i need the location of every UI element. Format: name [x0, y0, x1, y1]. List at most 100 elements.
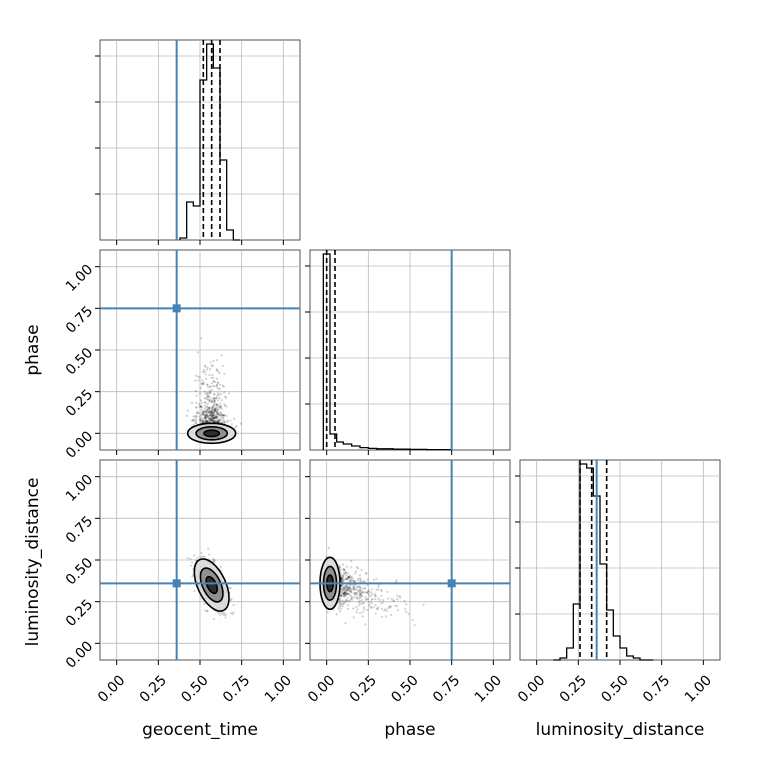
scatter-point — [359, 580, 362, 583]
scatter-point — [212, 411, 216, 414]
scatter-point — [215, 417, 218, 420]
scatter-point — [219, 565, 222, 568]
scatter-point — [357, 601, 361, 604]
scatter-point — [214, 420, 217, 423]
scatter-point — [374, 594, 378, 597]
scatter-point — [206, 409, 209, 412]
scatter-point — [377, 606, 380, 609]
scatter-point — [210, 414, 213, 418]
scatter-point — [213, 407, 216, 410]
histogram-luminosity-distance — [515, 459, 721, 665]
scatter-point — [345, 574, 348, 577]
scatter-point — [198, 403, 201, 406]
scatter-point — [339, 597, 342, 600]
scatter-point — [201, 411, 204, 414]
scatter-point — [343, 587, 346, 590]
scatter-point — [203, 370, 207, 373]
scatter-point — [220, 413, 223, 416]
scatter-point — [208, 417, 211, 421]
scatter-point — [203, 602, 206, 606]
scatter-point — [361, 590, 364, 593]
scatter-point — [204, 401, 207, 404]
scatter-point — [340, 587, 343, 591]
scatter-point — [346, 603, 350, 607]
scatter-point — [218, 371, 221, 375]
scatter-point — [350, 566, 353, 569]
scatter-point — [220, 399, 224, 402]
scatter-point — [342, 592, 346, 595]
scatter-point — [344, 591, 347, 594]
scatter-point — [213, 397, 217, 400]
scatter-point — [353, 588, 356, 591]
scatter-point — [358, 591, 362, 594]
scatter-point — [209, 420, 212, 424]
scatter-point — [346, 588, 349, 591]
scatter-point — [341, 593, 344, 596]
scatter-point — [206, 403, 209, 406]
scatter-point — [218, 417, 222, 421]
scatter-point — [214, 403, 218, 406]
scatter-point — [208, 410, 211, 413]
scatter-point — [204, 418, 207, 422]
scatter-point — [351, 579, 354, 582]
scatter-point — [206, 366, 209, 369]
scatter-point — [212, 359, 215, 363]
scatter-point — [360, 594, 363, 597]
scatter-point — [325, 555, 328, 558]
scatter-point — [185, 414, 189, 417]
scatter-point — [344, 593, 347, 596]
scatter-point — [224, 616, 227, 619]
scatter-point — [345, 593, 348, 596]
scatter-point — [338, 565, 342, 568]
scatter-point — [205, 392, 209, 395]
scatter-point — [209, 418, 212, 422]
scatter-point — [222, 414, 225, 417]
scatter-point — [203, 397, 206, 400]
scatter-point — [215, 384, 219, 387]
scatter-point — [378, 598, 381, 602]
truth-marker — [172, 304, 181, 313]
scatter-point — [342, 601, 345, 605]
scatter-point — [213, 417, 216, 420]
scatter-point — [198, 418, 201, 421]
scatter-point — [201, 410, 204, 413]
scatter-point — [204, 413, 207, 417]
scatter-point — [346, 576, 349, 579]
scatter-point — [404, 607, 407, 611]
scatter-point — [227, 392, 231, 395]
scatter-point — [351, 577, 354, 580]
x-tick-label: 0.00 — [515, 672, 548, 705]
scatter-point — [340, 584, 343, 587]
scatter-point — [388, 605, 391, 608]
scatter-point — [224, 613, 227, 616]
scatter-point — [220, 405, 223, 409]
scatter-point — [350, 560, 353, 563]
scatter-point — [221, 414, 224, 417]
scatter-point — [202, 412, 205, 415]
scatter-point — [209, 412, 212, 416]
scatter-point — [352, 587, 355, 590]
scatter-point — [194, 379, 197, 382]
scatter-point — [190, 561, 194, 564]
scatter-point — [219, 411, 222, 414]
x-tick-label: 0.25 — [347, 672, 380, 705]
scatter-point — [211, 411, 214, 415]
scatter-point — [219, 405, 222, 408]
scatter-point — [212, 402, 216, 405]
scatter-point — [377, 597, 380, 600]
scatter-point — [189, 564, 193, 567]
scatter-point — [335, 613, 338, 616]
scatter-point — [219, 383, 222, 386]
scatter-point — [212, 420, 216, 423]
scatter-point — [225, 405, 228, 408]
scatter-point — [202, 381, 205, 384]
xlabel-geocent-time: geocent_time — [142, 720, 258, 740]
scatter-point — [205, 609, 209, 613]
scatter-point — [201, 421, 204, 424]
xlabel-luminosity-distance: luminosity_distance — [536, 720, 705, 740]
scatter-point — [343, 569, 346, 572]
scatter-point — [353, 592, 357, 595]
scatter-point — [211, 364, 214, 367]
scatter-point — [201, 555, 204, 558]
scatter-point — [339, 594, 342, 597]
